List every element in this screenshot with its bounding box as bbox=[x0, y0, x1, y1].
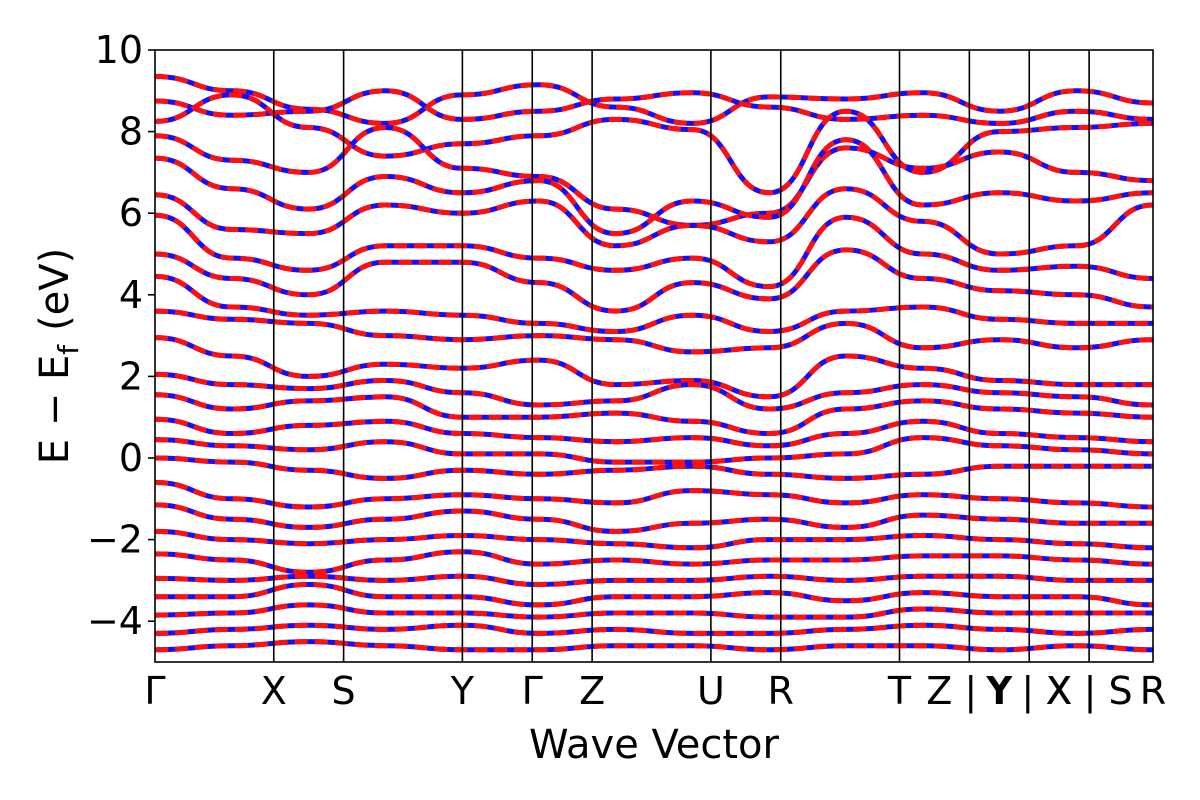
x-tick-label: S bbox=[332, 669, 356, 713]
band-overlay-6 bbox=[155, 212, 1153, 290]
y-tick-label: −4 bbox=[87, 599, 143, 643]
y-axis-label-main: E − E bbox=[32, 355, 78, 465]
band-overlay-15 bbox=[155, 455, 1153, 481]
y-tick-label: 4 bbox=[119, 273, 143, 317]
band-overlay-22 bbox=[155, 602, 1153, 620]
band-overlay-10 bbox=[155, 335, 1153, 400]
y-tick-label: −2 bbox=[87, 518, 143, 562]
band-overlay-11 bbox=[155, 371, 1153, 412]
band-overlay-21 bbox=[155, 582, 1153, 608]
band-overlay-9 bbox=[155, 308, 1153, 355]
y-axis-label: E − Ef (eV) bbox=[32, 248, 85, 465]
y-axis-ticks: 10 8 6 4 2 0 −2 −4 bbox=[87, 28, 155, 643]
band-overlay-13 bbox=[155, 416, 1153, 449]
x-tick-label: U bbox=[697, 669, 725, 713]
bands-group bbox=[155, 74, 1153, 653]
x-tick-label: R bbox=[1140, 669, 1166, 713]
band-overlay-20 bbox=[155, 573, 1153, 587]
y-tick-label: 6 bbox=[119, 191, 143, 235]
kpoint-lines bbox=[272, 50, 1090, 662]
band-overlay-1 bbox=[155, 88, 1153, 126]
band-overlay-24 bbox=[155, 639, 1153, 653]
y-tick-label: 8 bbox=[119, 110, 143, 154]
x-axis-label: Wave Vector bbox=[529, 722, 780, 768]
band-line-7 bbox=[155, 247, 1153, 314]
y-axis-label-unit: (eV) bbox=[32, 248, 78, 331]
x-tick-label: Z bbox=[579, 669, 605, 713]
x-tick-label: Z | Y bbox=[926, 669, 1013, 714]
y-axis-label-subscript: f bbox=[52, 344, 85, 355]
x-tick-label: T bbox=[887, 669, 912, 713]
band-overlay-23 bbox=[155, 622, 1153, 636]
band-line-0 bbox=[155, 74, 1153, 126]
band-overlay-19 bbox=[155, 549, 1153, 575]
band-line-6 bbox=[155, 212, 1153, 290]
y-tick-label: 10 bbox=[95, 28, 143, 72]
band-overlay-5 bbox=[155, 186, 1153, 257]
band-overlay-8 bbox=[155, 273, 1153, 334]
band-overlay-16 bbox=[155, 480, 1153, 510]
x-tick-label: Y bbox=[450, 669, 475, 713]
band-overlay-17 bbox=[155, 502, 1153, 534]
y-tick-label: 2 bbox=[119, 354, 143, 398]
band-overlay-2 bbox=[155, 92, 1153, 196]
plot-frame bbox=[154, 49, 1154, 663]
band-overlay-12 bbox=[155, 392, 1153, 436]
band-overlay-7 bbox=[155, 247, 1153, 314]
x-tick-label: X | S bbox=[1046, 669, 1133, 714]
band-overlay-18 bbox=[155, 528, 1153, 551]
band-overlay-4 bbox=[155, 137, 1153, 237]
band-overlay-14 bbox=[155, 435, 1153, 465]
x-tick-label: X bbox=[261, 669, 287, 713]
x-tick-label: R bbox=[768, 669, 794, 713]
band-line-5 bbox=[155, 186, 1153, 257]
x-tick-label: Y | X bbox=[985, 669, 1072, 714]
y-tick-label: 0 bbox=[119, 436, 143, 480]
band-overlay-3 bbox=[155, 125, 1153, 228]
x-tick-label: Γ bbox=[144, 669, 165, 713]
x-tick-label: Γ bbox=[522, 669, 543, 713]
